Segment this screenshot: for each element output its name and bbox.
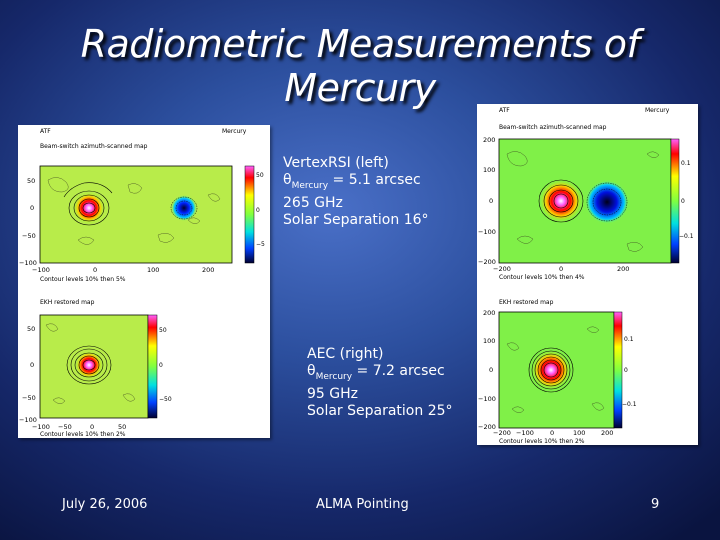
vertex-map2-caption: Contour levels 10% then 2% bbox=[40, 431, 126, 438]
aec-map1-ytick: 200 bbox=[483, 136, 495, 144]
aec-map1-negative-beam bbox=[585, 180, 629, 224]
vertex-map1-caption: Contour levels 10% then 5% bbox=[40, 276, 126, 283]
aec-map2-ytick: −200 bbox=[478, 423, 496, 431]
aec-map1-ytick: 0 bbox=[489, 197, 493, 205]
slide-title-line1: Radiometric Measurements of bbox=[80, 22, 640, 66]
aec-solar-separation: Solar Separation 25° bbox=[307, 402, 453, 419]
vertex-map1-source-peak bbox=[73, 192, 105, 224]
vertex-map1-ytick: 50 bbox=[27, 177, 35, 185]
aec-map1-xtick: −200 bbox=[493, 265, 511, 273]
aec-map2-xtick: −100 bbox=[516, 429, 534, 437]
aec-frequency: 95 GHz bbox=[307, 385, 358, 402]
aec-beamwidth: θMercury = 7.2 arcsec bbox=[307, 363, 445, 382]
vertex-solar-separation: Solar Separation 16° bbox=[283, 211, 429, 228]
vertex-header-right: Mercury bbox=[222, 128, 247, 135]
vertex-map1-cbar-tick: 0 bbox=[256, 207, 260, 214]
aec-map1-xtick: 0 bbox=[559, 265, 563, 273]
vertex-map1-xtick: 200 bbox=[202, 266, 214, 274]
vertex-map1-ytick: 0 bbox=[30, 204, 34, 212]
footer-date: July 26, 2006 bbox=[62, 497, 148, 512]
aec-antenna-label: AEC (right) bbox=[307, 346, 384, 362]
aec-map1-xtick: 200 bbox=[617, 265, 629, 273]
aec-map1-colorbar bbox=[670, 138, 680, 264]
vertex-map1-field bbox=[40, 166, 232, 263]
vertex-info: VertexRSI (left) θMercury = 5.1 arcsec 2… bbox=[283, 155, 429, 229]
vertex-map1-cbar-tick: −5 bbox=[256, 241, 265, 248]
vertex-map1-xtick: 100 bbox=[147, 266, 159, 274]
aec-map2-title: EKH restored map bbox=[499, 299, 554, 306]
aec-map2-xtick: −200 bbox=[493, 429, 511, 437]
aec-map-panel: ATF Mercury Beam-switch azimuth-scanned … bbox=[477, 104, 698, 445]
vertex-header-left: ATF bbox=[40, 128, 51, 135]
vertex-map2-cbar-tick: 0 bbox=[159, 362, 163, 369]
vertex-map2-title: EKH restored map bbox=[40, 299, 95, 306]
vertex-map2-xtick: 0 bbox=[90, 423, 94, 431]
vertex-map2-source-contours bbox=[66, 345, 112, 385]
aec-map1-field bbox=[499, 139, 671, 263]
vertex-maps-figure: ATF Mercury Beam-switch azimuth-scanned … bbox=[19, 128, 265, 438]
aec-map1-cbar-tick: 0.1 bbox=[681, 160, 691, 167]
aec-map1-ytick: −100 bbox=[478, 228, 496, 236]
aec-map1-source-peak bbox=[539, 179, 583, 223]
slide-title: Radiometric Measurements of Mercury bbox=[60, 22, 660, 110]
vertex-map-panel: ATF Mercury Beam-switch azimuth-scanned … bbox=[18, 125, 270, 438]
aec-map1-cbar-tick: −0.1 bbox=[679, 233, 694, 240]
aec-info: AEC (right) θMercury = 7.2 arcsec 95 GHz… bbox=[307, 346, 453, 420]
vertex-map2-xtick: −50 bbox=[58, 423, 72, 431]
aec-map2-source-contours bbox=[528, 347, 574, 393]
aec-map1-ytick: 100 bbox=[483, 166, 495, 174]
footer-title: ALMA Pointing bbox=[316, 497, 409, 512]
vertex-antenna-label: VertexRSI (left) bbox=[283, 155, 389, 171]
aec-map2-ytick: 100 bbox=[483, 337, 495, 345]
aec-map1-title: Beam-switch azimuth-scanned map bbox=[499, 124, 607, 131]
aec-header-left: ATF bbox=[499, 107, 510, 114]
aec-map2-xtick: 200 bbox=[601, 429, 613, 437]
slide-number: 9 bbox=[651, 497, 660, 512]
vertex-map2-ytick: −100 bbox=[19, 416, 37, 424]
vertex-map2-ytick: 50 bbox=[27, 325, 35, 333]
aec-map2-ytick: 0 bbox=[489, 366, 493, 374]
vertex-map2-cbar-tick: −50 bbox=[159, 396, 172, 403]
vertex-map1-xtick: −100 bbox=[32, 266, 50, 274]
vertex-map1-source-contours bbox=[63, 182, 113, 226]
aec-map1-caption: Contour levels 10% then 4% bbox=[499, 274, 585, 281]
aec-map2-cbar-tick: −0.1 bbox=[622, 401, 637, 408]
vertex-map1-xtick: 0 bbox=[93, 266, 97, 274]
aec-header-right: Mercury bbox=[645, 107, 670, 114]
aec-map2-caption: Contour levels 10% then 2% bbox=[499, 438, 585, 445]
vertex-map2-xtick: −100 bbox=[32, 423, 50, 431]
aec-map1-source-contours bbox=[538, 179, 584, 223]
vertex-map1-ytick: −50 bbox=[22, 232, 36, 240]
vertex-beamwidth: θMercury = 5.1 arcsec bbox=[283, 172, 421, 191]
vertex-map1-noise-contours bbox=[47, 177, 221, 245]
slide-title-line2: Mercury bbox=[284, 66, 436, 110]
vertex-map1-colorbar bbox=[244, 165, 255, 264]
vertex-map2-ytick: 0 bbox=[30, 361, 34, 369]
aec-map2-ytick: −100 bbox=[478, 395, 496, 403]
vertex-map1-negative-beam bbox=[171, 195, 197, 221]
aec-map2-colorbar bbox=[613, 311, 623, 429]
aec-map2-source-peak bbox=[531, 350, 571, 390]
aec-map2-xtick: 100 bbox=[573, 429, 585, 437]
vertex-map2-cbar-tick: 50 bbox=[159, 327, 167, 334]
vertex-map1-cbar-tick: 50 bbox=[256, 172, 264, 179]
aec-map2-ytick: 200 bbox=[483, 309, 495, 317]
aec-map2-cbar-tick: 0.1 bbox=[624, 336, 634, 343]
vertex-map2-colorbar bbox=[147, 314, 158, 419]
vertex-frequency: 265 GHz bbox=[283, 194, 343, 211]
vertex-map1-ytick: −100 bbox=[19, 259, 37, 267]
aec-map2-xtick: 0 bbox=[550, 429, 554, 437]
aec-map1-ytick: −200 bbox=[478, 258, 496, 266]
vertex-map2-source-peak bbox=[75, 351, 103, 379]
vertex-map2-xtick: 50 bbox=[118, 423, 126, 431]
aec-map2-cbar-tick: 0 bbox=[624, 367, 628, 374]
vertex-map2-ytick: −50 bbox=[22, 394, 36, 402]
aec-maps-figure: ATF Mercury Beam-switch azimuth-scanned … bbox=[478, 107, 694, 445]
vertex-map1-title: Beam-switch azimuth-scanned map bbox=[40, 143, 148, 150]
aec-map1-cbar-tick: 0 bbox=[681, 198, 685, 205]
